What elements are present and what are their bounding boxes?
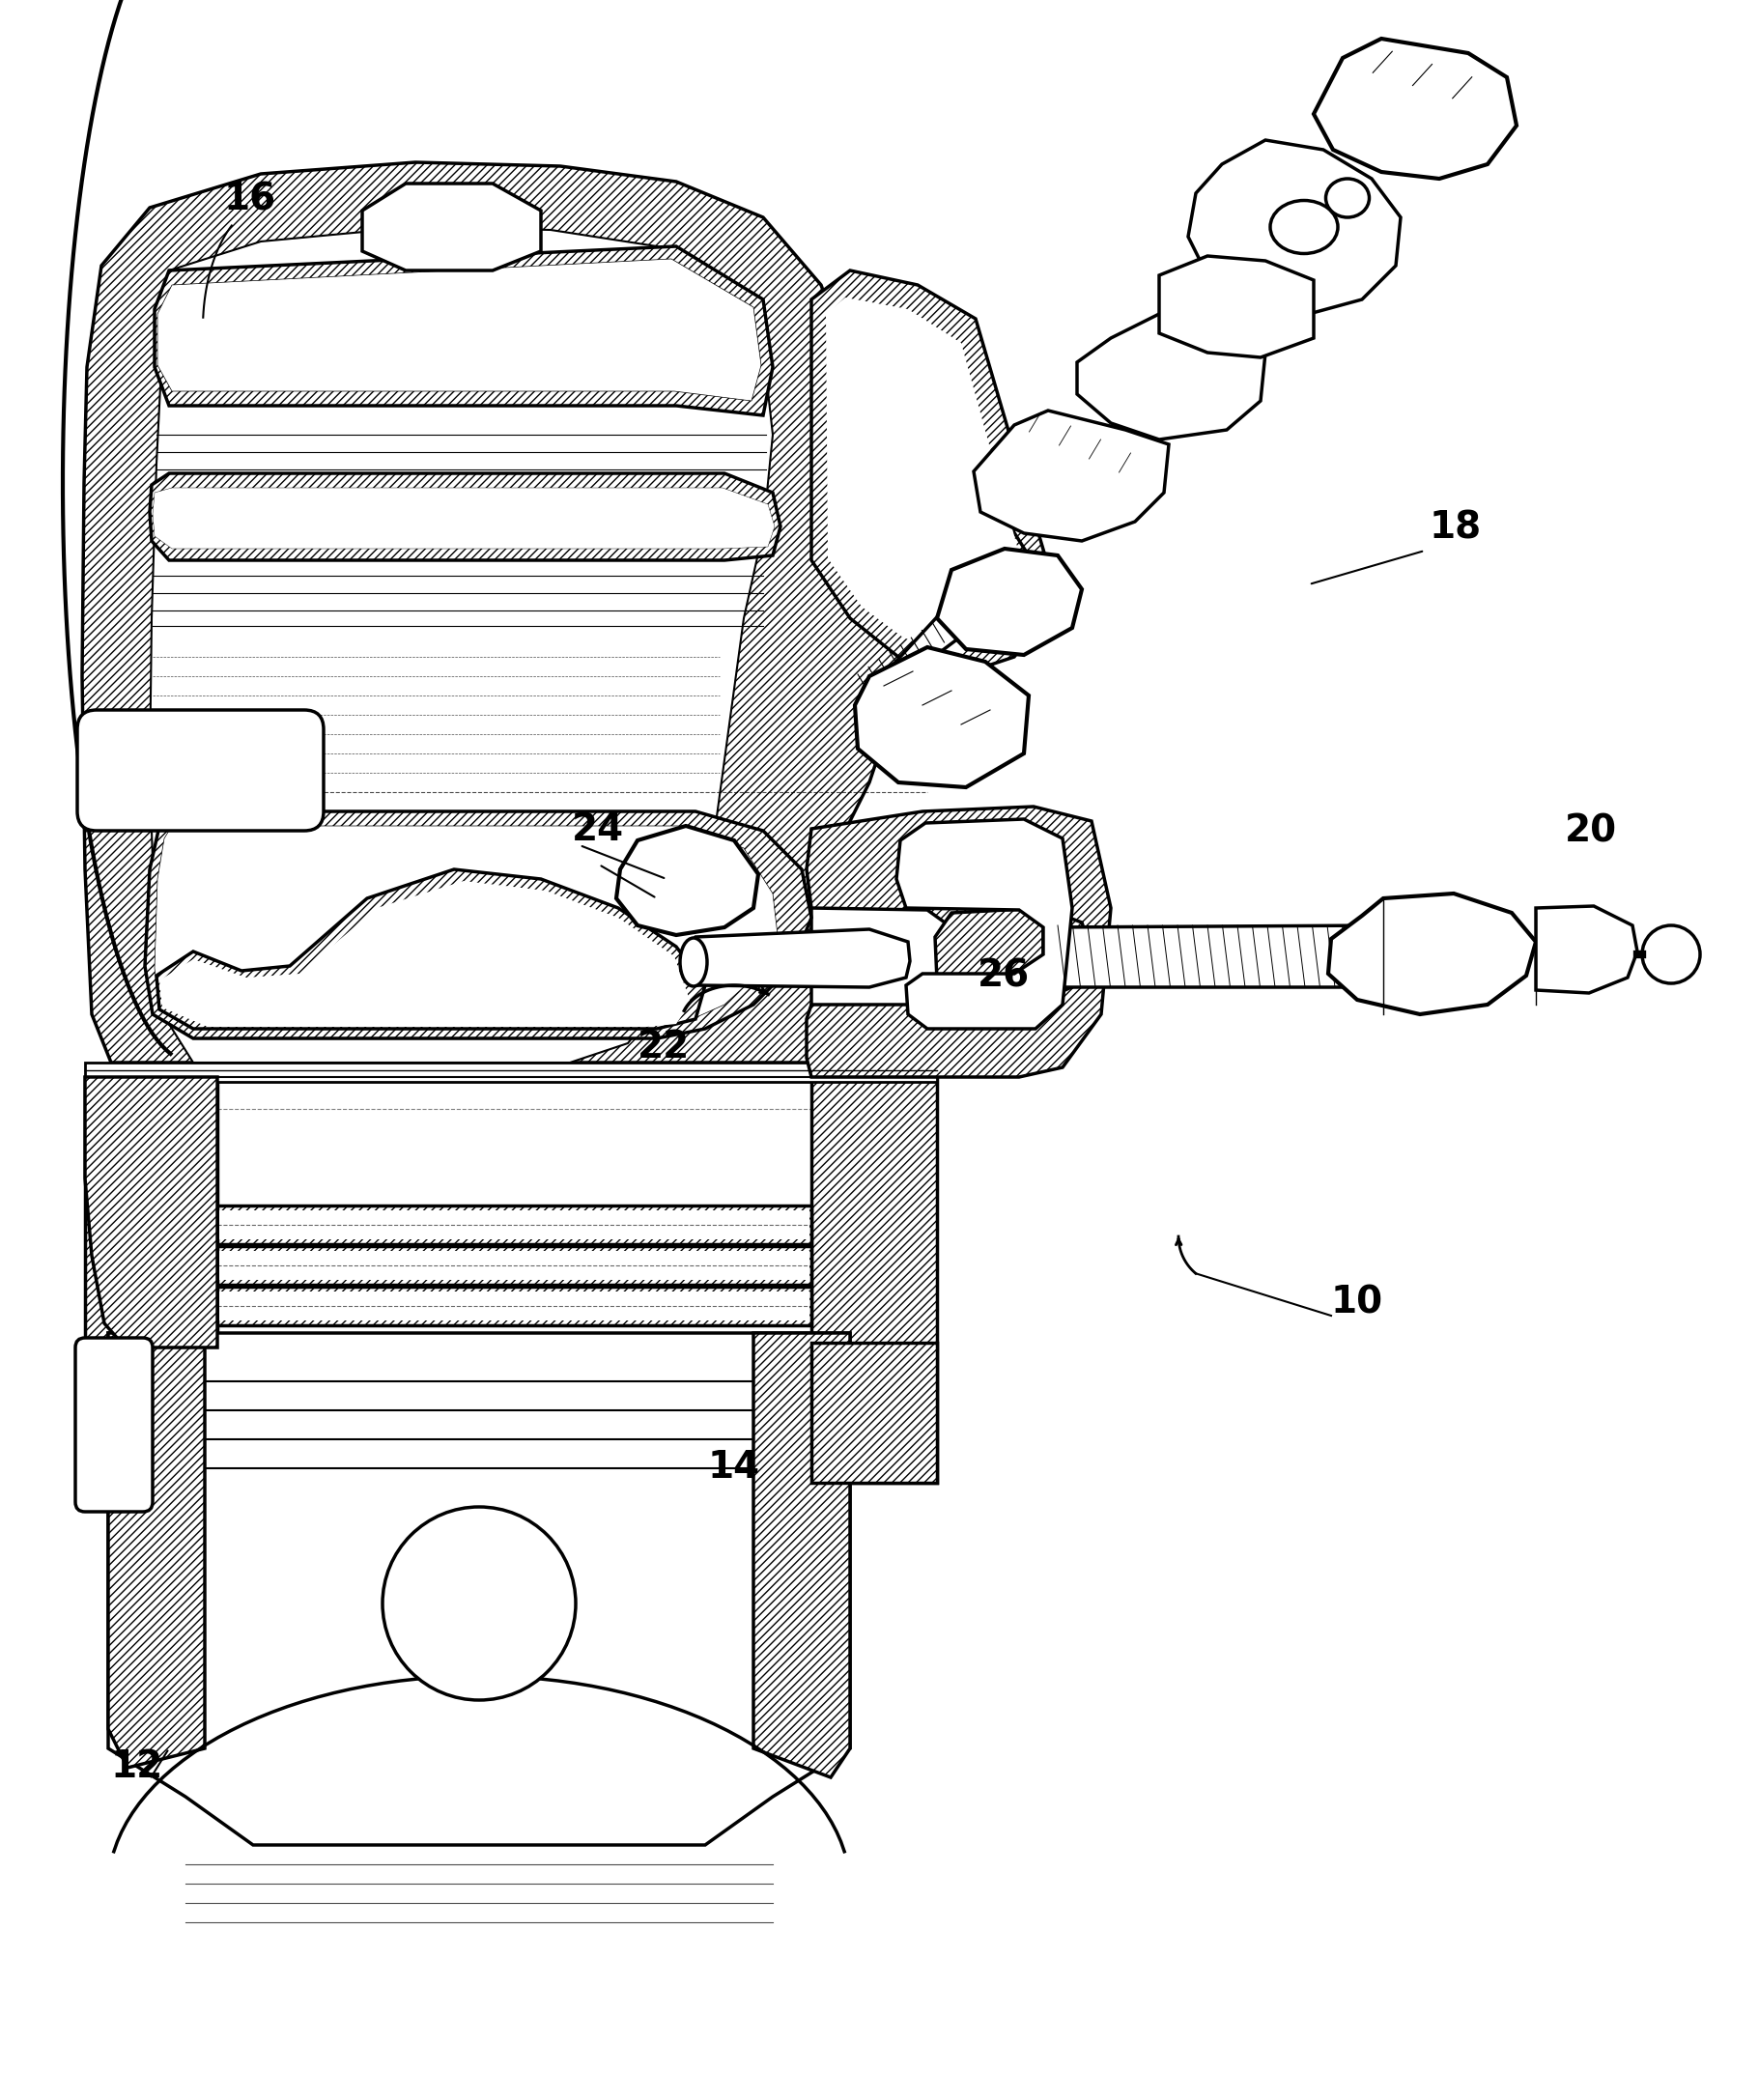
Polygon shape <box>109 1334 850 1846</box>
Polygon shape <box>220 1292 809 1321</box>
Polygon shape <box>827 298 1031 655</box>
Polygon shape <box>897 819 1073 1029</box>
Polygon shape <box>864 569 1024 695</box>
Polygon shape <box>218 1287 811 1325</box>
Text: 16: 16 <box>223 181 276 218</box>
Text: 26: 26 <box>978 958 1029 995</box>
Polygon shape <box>1536 905 1638 993</box>
Polygon shape <box>938 548 1082 655</box>
Polygon shape <box>855 647 1029 788</box>
Text: 18: 18 <box>1430 510 1481 546</box>
Polygon shape <box>811 1077 938 1483</box>
Polygon shape <box>974 410 1168 542</box>
Ellipse shape <box>1326 178 1369 216</box>
Polygon shape <box>218 1205 811 1243</box>
Polygon shape <box>807 806 1112 1077</box>
Polygon shape <box>155 825 777 1029</box>
Text: 20: 20 <box>1566 813 1617 851</box>
Circle shape <box>1643 926 1701 983</box>
Polygon shape <box>1159 256 1314 357</box>
FancyBboxPatch shape <box>77 710 324 832</box>
Text: 22: 22 <box>637 1029 690 1065</box>
Polygon shape <box>936 907 1092 1000</box>
Polygon shape <box>1328 892 1536 1014</box>
Polygon shape <box>157 869 705 1029</box>
Polygon shape <box>811 1342 938 1483</box>
Ellipse shape <box>1270 200 1339 254</box>
Polygon shape <box>153 487 774 548</box>
Polygon shape <box>84 1348 142 1508</box>
Text: 12: 12 <box>111 1749 164 1785</box>
Text: 14: 14 <box>709 1449 760 1485</box>
Polygon shape <box>84 1077 218 1483</box>
Polygon shape <box>160 882 691 1027</box>
Polygon shape <box>109 1334 204 1768</box>
Polygon shape <box>753 1334 850 1777</box>
Polygon shape <box>83 162 938 1063</box>
Polygon shape <box>1077 313 1265 439</box>
Circle shape <box>382 1508 575 1701</box>
Polygon shape <box>220 1252 809 1279</box>
Polygon shape <box>220 1210 809 1239</box>
Polygon shape <box>84 1063 938 1082</box>
Polygon shape <box>150 472 781 561</box>
FancyBboxPatch shape <box>76 1338 153 1512</box>
Polygon shape <box>155 246 772 416</box>
Ellipse shape <box>681 939 707 987</box>
Polygon shape <box>811 271 1057 676</box>
Polygon shape <box>150 227 772 1063</box>
Polygon shape <box>158 258 762 401</box>
Polygon shape <box>362 183 542 271</box>
Polygon shape <box>1187 141 1400 313</box>
Polygon shape <box>144 811 811 1037</box>
Polygon shape <box>836 334 1054 613</box>
Polygon shape <box>1314 38 1516 178</box>
Polygon shape <box>681 930 909 987</box>
Polygon shape <box>616 825 758 934</box>
Text: 24: 24 <box>572 811 624 848</box>
Polygon shape <box>218 1245 811 1285</box>
Polygon shape <box>1043 926 1383 987</box>
Polygon shape <box>84 1077 218 1348</box>
Text: 10: 10 <box>1332 1285 1383 1321</box>
